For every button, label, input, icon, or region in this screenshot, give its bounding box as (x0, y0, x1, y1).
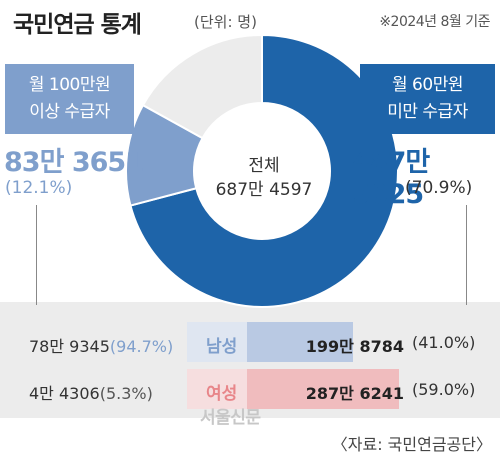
female-over-100-pct: (5.3%) (99, 384, 153, 403)
brand-watermark: 서울신문 (200, 408, 261, 428)
center-label-total: 687만 4597 (215, 180, 313, 200)
female-under-60-bar (247, 369, 399, 409)
female-category-cell (187, 369, 247, 409)
male-over-100-value: 78만 9345 (29, 337, 110, 356)
slice-label-box-over-100: 월 100만원 이상 수급자 (5, 64, 134, 134)
category-male: 남성 (206, 337, 238, 357)
center-label-title: 전체 (248, 156, 280, 176)
slice-label-line2: 이상 수급자 (29, 102, 110, 122)
slice-pct-over-100: (12.1%) (5, 178, 73, 198)
male-over-100-row: 78만 9345(94.7%) (29, 333, 173, 357)
slice-value-over-100: 83만 3651 (4, 147, 144, 178)
male-category-cell (187, 322, 247, 362)
donut-slice-rest (141, 33, 263, 140)
slice-label-line2: 미만 수급자 (387, 102, 468, 122)
male-under-60-bar (247, 322, 353, 362)
female-under-60-pct: (59.0%) (412, 380, 476, 399)
category-female: 여성 (206, 384, 238, 404)
male-under-60-value: 199만 8784 (305, 337, 404, 356)
slice-label-box-under-60: 월 60만원 미만 수급자 (360, 64, 495, 134)
unit-label: (단위: 명) (194, 13, 257, 31)
right-connector-line (466, 205, 467, 305)
left-connector-line (36, 205, 37, 305)
female-over-100-value: 4만 4306 (29, 384, 100, 403)
slice-label-line1: 월 100만원 (28, 75, 111, 95)
female-under-60-value: 287만 6241 (305, 384, 404, 403)
slice-pct-under-60: (70.9%) (405, 178, 473, 198)
male-over-100-pct: (94.7%) (109, 337, 174, 356)
date-note: ※2024년 8월 기준 (379, 14, 490, 30)
source-note: 〈자료: 국민연금공단〉 (331, 435, 492, 454)
chart-title: 국민연금 통계 (13, 12, 142, 38)
slice-value-under-60: 487만 5025 (352, 147, 430, 210)
slice-label-line1: 월 60만원 (392, 75, 463, 95)
male-under-60-pct: (41.0%) (412, 333, 476, 352)
donut-center-label: 전체 687만 4597 (196, 154, 332, 202)
female-over-100-row: 4만 4306(5.3%) (29, 380, 153, 404)
